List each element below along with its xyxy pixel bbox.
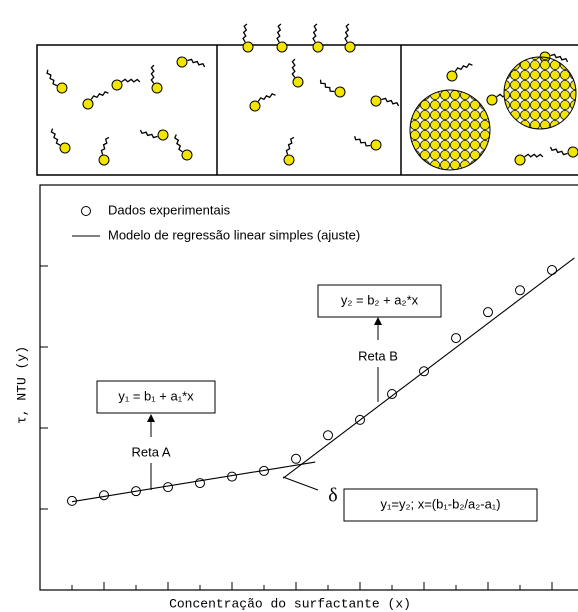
chart: Concentração do surfactante (x) τ, NTU (…	[14, 184, 578, 611]
legend-label: Dados experimentais	[108, 202, 231, 217]
y-axis-label: τ, NTU (y)	[14, 346, 29, 424]
annotation-box	[317, 284, 442, 318]
legend-label: Modelo de regressão linear simples (ajus…	[108, 227, 360, 242]
data-point	[387, 388, 397, 399]
annotation: Reta B	[358, 348, 398, 363]
annotation: y₁=y₂; x=(b₁-b₂/a₂-a₁)	[380, 496, 500, 511]
annotation: y₂ = b₂ + a₂*x	[341, 292, 419, 307]
legend-marker	[81, 206, 91, 216]
annotation: y₁ = b₁ + a₁*x	[118, 388, 194, 403]
data-point	[483, 307, 493, 318]
leader	[282, 476, 319, 491]
data-point	[163, 482, 173, 493]
schematic	[36, 22, 578, 176]
data-point	[99, 490, 109, 501]
data-point	[515, 285, 525, 296]
plot-frame	[39, 184, 578, 591]
data-point	[323, 430, 333, 441]
fit-line	[282, 257, 575, 479]
fit-line	[71, 461, 316, 503]
annotation: Reta A	[131, 444, 170, 459]
annotation-box	[343, 488, 538, 522]
annotation: δ	[328, 485, 337, 507]
arrow-head	[374, 317, 382, 325]
annotation-box	[96, 380, 216, 414]
x-axis-label: Concentração do surfactante (x)	[169, 596, 411, 611]
data-point	[291, 453, 301, 464]
data-point	[547, 265, 557, 276]
arrow-head	[147, 414, 155, 422]
data-point	[451, 333, 461, 344]
